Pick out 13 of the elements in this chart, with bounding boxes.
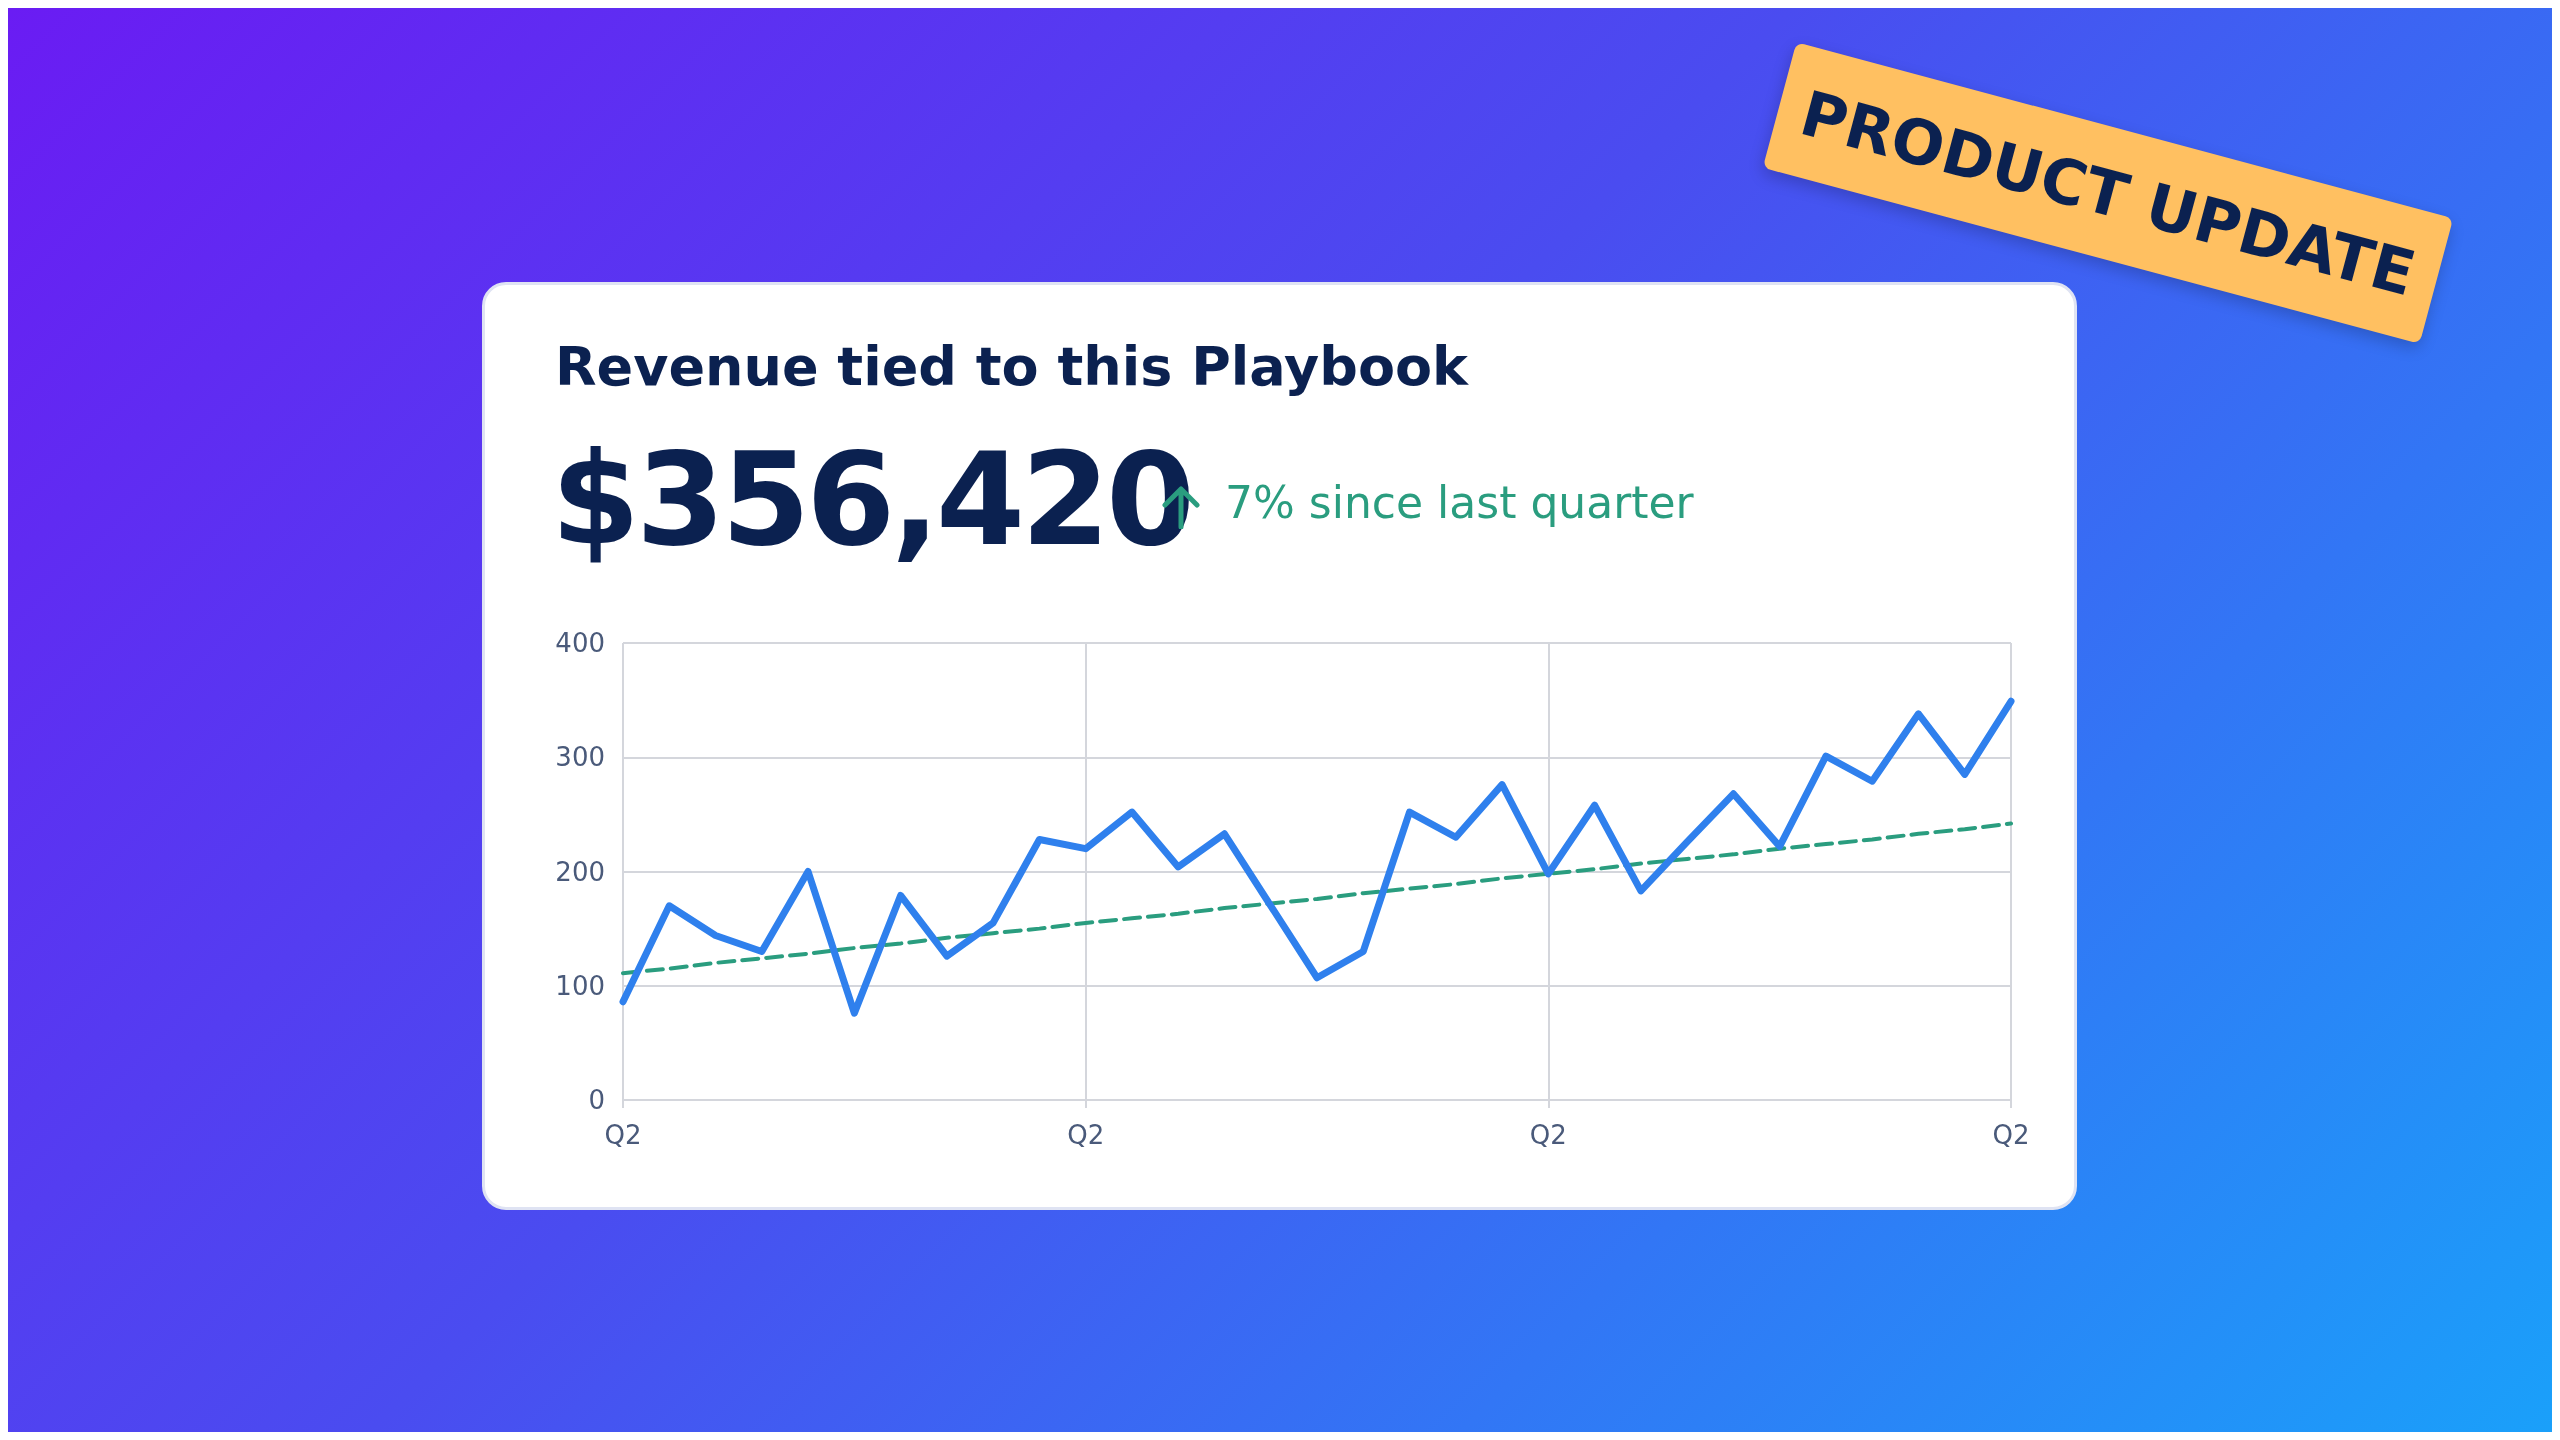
y-tick-label: 0 [588,1085,605,1115]
x-tick-label: Q2 [1992,1120,2030,1150]
x-tick-label: Q2 [604,1120,642,1150]
y-tick-label: 200 [555,856,605,887]
x-tick-label: Q2 [1529,1120,1567,1150]
line-series [621,821,2013,976]
text: 7% since last quarter [1225,477,1694,528]
chart-title: Revenue tied to this Playbook [555,335,1468,398]
x-tick-label: Q2 [1067,1120,1105,1150]
y-tick-label: 300 [555,742,605,773]
y-tick-label: 400 [555,628,605,658]
y-tick-label: 100 [555,970,605,1001]
chart-subtitle: $356,420 [551,425,1192,574]
